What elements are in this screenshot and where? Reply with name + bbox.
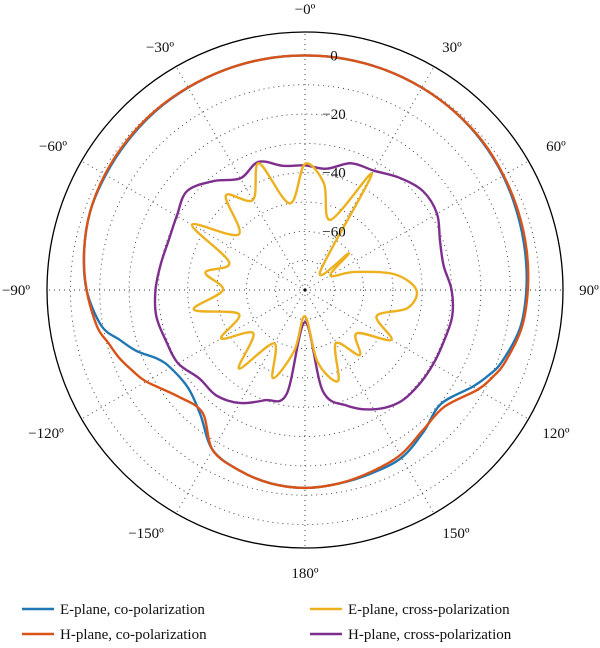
radial-tick-label: −60 — [322, 224, 345, 240]
polar-grid — [46, 31, 564, 549]
series-line-2 — [190, 162, 419, 383]
grid-spoke-150 — [304, 289, 435, 514]
grid-circle-2 — [216, 201, 394, 379]
legend-entry: H-plane, co-polarization — [22, 627, 207, 643]
radial-tick-label: −40 — [322, 166, 345, 182]
grid-spoke-120 — [304, 289, 529, 420]
legend-entry: H-plane, cross-polarization — [310, 627, 512, 643]
series-lines — [82, 54, 530, 490]
axis-labels: −0º 30º 60º 90º 120º 150º 180º −150º −120º −90º −6… — [2, 2, 599, 582]
legend: E-plane, co-polarization H-plane, co-pola… — [22, 602, 512, 643]
angle-tick-label: 180º — [291, 566, 319, 582]
legend-label: H-plane, co-polarization — [60, 627, 207, 643]
angle-tick-label: 150º — [442, 526, 470, 542]
angle-tick-label: −150º — [128, 526, 164, 542]
series-line-1 — [82, 54, 530, 490]
series-line-0 — [82, 54, 528, 490]
legend-label: H-plane, cross-polarization — [348, 627, 512, 643]
grid-circle-1 — [245, 230, 365, 350]
angle-tick-label: −90º — [2, 283, 30, 299]
angle-tick-label: 120º — [542, 426, 570, 442]
grid-circle-7 — [69, 54, 541, 526]
legend-label: E-plane, cross-polarization — [348, 602, 510, 618]
radial-tick-label: 0 — [330, 49, 338, 65]
angle-tick-label: 90º — [579, 283, 599, 299]
legend-entry: E-plane, cross-polarization — [310, 602, 510, 618]
outer-circle — [46, 31, 564, 549]
legend-entry: E-plane, co-polarization — [22, 602, 205, 618]
angle-tick-label: −120º — [28, 426, 64, 442]
series-line-3 — [153, 160, 455, 411]
legend-label: E-plane, co-polarization — [60, 602, 205, 618]
angle-tick-label: −0º — [295, 2, 316, 18]
angle-tick-label: −30º — [146, 40, 174, 56]
angle-tick-label: 30º — [442, 40, 462, 56]
grid-circle-0 — [275, 260, 335, 320]
radial-tick-label: −20 — [322, 107, 345, 123]
angle-tick-label: −60º — [39, 139, 67, 155]
angle-tick-label: 60º — [546, 139, 566, 155]
center-dot — [303, 288, 307, 292]
